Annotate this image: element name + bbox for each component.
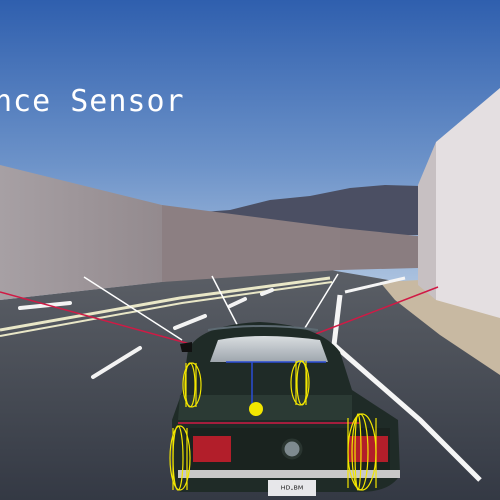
car-hood-shadow — [178, 395, 352, 420]
dashed-lines — [18, 288, 274, 379]
car-rear-window — [210, 336, 328, 362]
car-roof-trim — [207, 325, 319, 331]
sensor-rays — [0, 273, 439, 345]
rear-emblem — [281, 438, 303, 460]
wheel-gizmo-rear-left — [169, 425, 191, 491]
tail-light-left — [193, 436, 231, 462]
wheel-gizmo-front-right — [290, 360, 310, 406]
side-mirror — [180, 342, 192, 352]
license-plate-bg — [268, 480, 316, 496]
sensor-ray — [83, 276, 183, 341]
wall-left-mid — [162, 205, 340, 282]
sensor-ray-right-hit — [299, 286, 439, 341]
wall-right-side — [418, 142, 436, 300]
road-edge-far — [344, 276, 406, 294]
rear-bumper — [178, 470, 400, 478]
sensor-ray-left-hit — [0, 291, 191, 345]
wall-right-face — [436, 88, 500, 318]
road-edge-right — [331, 294, 482, 482]
lane-markings — [0, 276, 333, 337]
sensor-ray — [299, 273, 339, 337]
wall-left-far — [340, 228, 418, 270]
center-of-mass-marker — [249, 402, 263, 416]
wheel-gizmo-front-left — [182, 362, 202, 408]
wall-left-near — [0, 165, 162, 300]
wheel-gizmos — [169, 360, 377, 491]
overlay-title: nce Sensor — [0, 84, 185, 119]
wheel-gizmo-rear-right — [347, 413, 377, 491]
license-plate: ᴴᴰ‧ᴮᴹ — [281, 485, 304, 496]
